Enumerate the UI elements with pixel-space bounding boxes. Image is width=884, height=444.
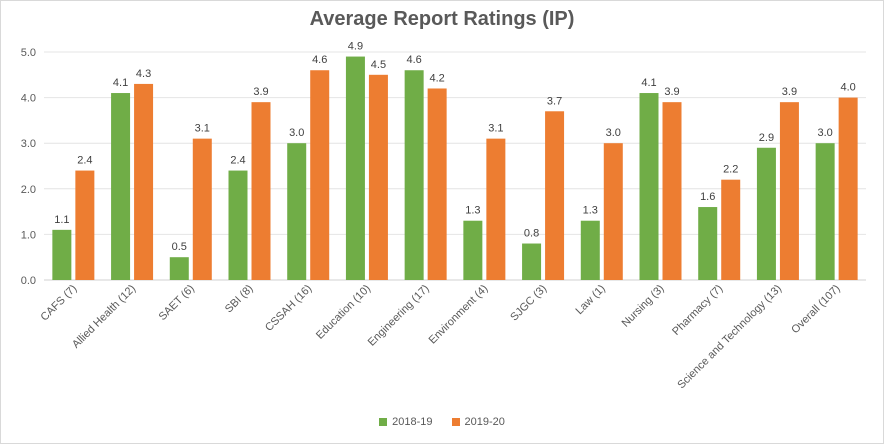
- data-labels: 1.1 4.1 0.5 2.4 3.0 4.9 4.6 1.3 0.8 1.3 4.1 1.6 2.9 3…: [54, 41, 856, 254]
- data-label: 3.9: [782, 86, 797, 98]
- x-axis-categories: CAFS (7)Allied Health (12) SAET (6) SBI (8…: [39, 283, 843, 392]
- x-category-label: Education (10): [314, 283, 373, 342]
- y-tick-label: 5.0: [21, 47, 36, 59]
- legend-label-2019-20: 2019-20: [464, 416, 505, 428]
- legend: 2018-19 2019-20: [0, 416, 884, 429]
- data-label: 2.2: [723, 164, 738, 176]
- data-label: 3.0: [817, 127, 832, 139]
- data-label: 1.1: [54, 214, 69, 226]
- legend-item-2018-19: 2018-19: [379, 416, 432, 428]
- x-category-label: Allied Health (12): [70, 283, 138, 351]
- data-label: 4.9: [348, 41, 363, 53]
- bar-2018-19: [580, 220, 600, 280]
- bar-2019-20: [192, 138, 212, 280]
- bar-2019-20: [662, 102, 682, 280]
- data-label: 0.8: [524, 228, 539, 240]
- bar-2018-19: [522, 243, 542, 280]
- y-tick-label: 2.0: [21, 184, 36, 196]
- y-tick-label: 0.0: [21, 275, 36, 287]
- bar-2018-19: [228, 170, 248, 280]
- bar-2018-19: [404, 70, 424, 281]
- data-label: 4.1: [641, 77, 656, 89]
- bar-2019-20: [545, 111, 565, 280]
- chart-title: Average Report Ratings (IP): [309, 8, 575, 30]
- legend-label-2018-19: 2018-19: [392, 416, 433, 428]
- x-category-label: Nursing (3): [620, 283, 667, 330]
- x-category-label: CAFS (7): [39, 283, 80, 324]
- data-label: 1.6: [700, 191, 715, 203]
- bar-2019-20: [251, 102, 271, 280]
- data-label: 0.5: [172, 241, 187, 253]
- bar-2018-19: [463, 220, 483, 280]
- bar-2018-19: [698, 207, 718, 280]
- bar-2018-19: [52, 229, 72, 280]
- bar-2019-20: [838, 97, 858, 280]
- data-label: 2.9: [759, 132, 774, 144]
- data-label: 3.9: [253, 86, 268, 98]
- data-label: 1.3: [583, 205, 598, 217]
- bar-2019-20: [368, 74, 388, 280]
- bar-2019-20: [310, 70, 330, 281]
- bar-2019-20: [779, 102, 799, 280]
- bar-2018-19: [639, 93, 659, 280]
- data-label: 3.1: [488, 123, 503, 135]
- bar-2018-19: [287, 143, 307, 280]
- data-label: 4.1: [113, 77, 128, 89]
- data-label: 3.7: [547, 95, 562, 107]
- data-label: 3.0: [289, 127, 304, 139]
- bar-2018-19: [111, 93, 131, 280]
- data-label: 1.3: [465, 205, 480, 217]
- y-axis-ticks: 0.0 1.0 2.0 3.0 4.0 5.0: [21, 47, 36, 287]
- data-label: 4.6: [312, 54, 327, 66]
- bar-2018-19: [169, 257, 189, 280]
- legend-swatch-2019-20: [451, 418, 460, 426]
- y-tick-label: 3.0: [21, 138, 36, 150]
- bar-2019-20: [427, 88, 447, 280]
- bar-2019-20: [486, 138, 506, 280]
- x-category-label: Engineering (17): [366, 283, 432, 349]
- legend-swatch-2018-19: [379, 418, 388, 426]
- bar-2019-20: [134, 83, 154, 280]
- gridlines: [44, 51, 866, 281]
- data-label: 3.1: [195, 123, 210, 135]
- data-label: 4.5: [371, 59, 386, 71]
- bar-2018-19: [756, 147, 776, 280]
- bar-2018-19: [345, 56, 365, 281]
- bar-2019-20: [721, 179, 741, 280]
- data-label: 2.4: [230, 155, 245, 167]
- bar-2019-20: [75, 170, 95, 280]
- x-category-label: SJGC (3): [508, 283, 549, 324]
- data-label: 4.6: [406, 54, 421, 66]
- data-label: 4.0: [840, 82, 855, 94]
- data-label: 3.9: [664, 86, 679, 98]
- data-label: 4.3: [136, 68, 151, 80]
- x-category-label: Environment (4): [427, 283, 491, 347]
- x-category-label: Pharmacy (7): [670, 283, 725, 338]
- y-tick-label: 4.0: [21, 93, 36, 105]
- x-category-label: Overall (107): [789, 283, 842, 336]
- x-category-label: Science and Technology (13): [675, 283, 784, 392]
- y-tick-label: 1.0: [21, 229, 36, 241]
- bars: [52, 56, 858, 281]
- legend-item-2019-20: 2019-20: [451, 416, 505, 428]
- x-category-label: CSSAH (16): [263, 283, 314, 334]
- data-label: 4.2: [429, 72, 444, 84]
- x-category-label: SAET (6): [157, 283, 197, 323]
- x-category-label: SBI (8): [223, 283, 256, 316]
- bar-2018-19: [815, 143, 835, 280]
- bar-2019-20: [603, 143, 623, 280]
- data-label: 3.0: [606, 127, 621, 139]
- data-label: 2.4: [77, 155, 92, 167]
- x-category-label: Law (1): [573, 283, 607, 317]
